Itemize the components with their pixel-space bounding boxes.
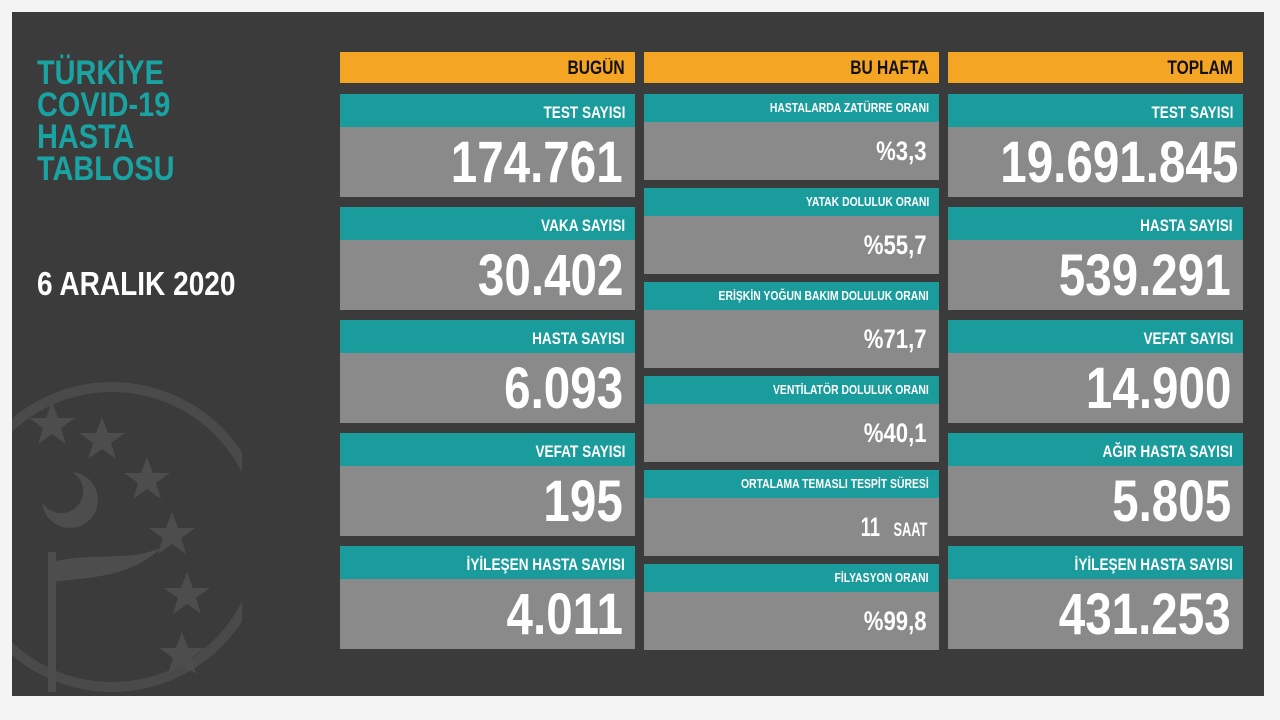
cell-value: 539.291 — [948, 240, 1243, 310]
total-severe-cell: AĞIR HASTA SAYISI 5.805 — [948, 433, 1243, 536]
week-contact-time-cell: ORTALAMA TEMASLI TESPİT SÜRESİ 11 SAAT — [644, 470, 939, 556]
total-header: TOPLAM — [948, 52, 1243, 83]
today-column: BUGÜN TEST SAYISI 174.761 VAKA SAYISI 30… — [340, 52, 635, 662]
total-recovered-cell: İYİLEŞEN HASTA SAYISI 431.253 — [948, 546, 1243, 649]
covid-table-board: TÜRKİYE COVID-19 HASTA TABLOSU 6 ARALIK … — [12, 12, 1264, 696]
today-death-cell: VEFAT SAYISI 195 — [340, 433, 635, 536]
cell-label: İYİLEŞEN HASTA SAYISI — [948, 546, 1243, 579]
cell-label: ERİŞKİN YOĞUN BAKIM DOLULUK ORANI — [644, 282, 939, 310]
total-column: TOPLAM TEST SAYISI 19.691.845 HASTA SAYI… — [948, 52, 1243, 662]
cell-label: ORTALAMA TEMASLI TESPİT SÜRESİ — [644, 470, 939, 498]
week-bed-cell: YATAK DOLULUK ORANI %55,7 — [644, 188, 939, 274]
report-date: 6 ARALIK 2020 — [37, 265, 236, 302]
week-icu-cell: ERİŞKİN YOĞUN BAKIM DOLULUK ORANI %71,7 — [644, 282, 939, 368]
cell-value: %3,3 — [644, 122, 939, 180]
cell-value: 195 — [340, 466, 635, 536]
total-death-cell: VEFAT SAYISI 14.900 — [948, 320, 1243, 423]
cell-value: 4.011 — [340, 579, 635, 649]
title-line: TÜRKİYE — [37, 54, 164, 92]
ministry-emblem-icon — [12, 382, 242, 692]
cell-value: %40,1 — [644, 404, 939, 462]
cell-label: VAKA SAYISI — [340, 207, 635, 240]
cell-label: HASTALARDA ZATÜRRE ORANI — [644, 94, 939, 122]
cell-label: VEFAT SAYISI — [340, 433, 635, 466]
cell-value: 14.900 — [948, 353, 1243, 423]
week-ventilator-cell: VENTİLATÖR DOLULUK ORANI %40,1 — [644, 376, 939, 462]
cell-label: VEFAT SAYISI — [948, 320, 1243, 353]
cell-value: %71,7 — [644, 310, 939, 368]
total-patient-cell: HASTA SAYISI 539.291 — [948, 207, 1243, 310]
today-header: BUGÜN — [340, 52, 635, 83]
cell-label: TEST SAYISI — [948, 94, 1243, 127]
today-case-cell: VAKA SAYISI 30.402 — [340, 207, 635, 310]
cell-value: 431.253 — [948, 579, 1243, 649]
title-line: COVID-19 — [37, 86, 171, 124]
total-test-cell: TEST SAYISI 19.691.845 — [948, 94, 1243, 197]
today-recovered-cell: İYİLEŞEN HASTA SAYISI 4.011 — [340, 546, 635, 649]
cell-label: HASTA SAYISI — [948, 207, 1243, 240]
cell-label: VENTİLATÖR DOLULUK ORANI — [644, 376, 939, 404]
cell-label: FİLYASYON ORANI — [644, 564, 939, 592]
cell-value: 30.402 — [340, 240, 635, 310]
cell-value: 174.761 — [340, 127, 635, 197]
cell-label: AĞIR HASTA SAYISI — [948, 433, 1243, 466]
cell-label: İYİLEŞEN HASTA SAYISI — [340, 546, 635, 579]
cell-value: 5.805 — [948, 466, 1243, 536]
week-pneumonia-cell: HASTALARDA ZATÜRRE ORANI %3,3 — [644, 94, 939, 180]
cell-label: HASTA SAYISI — [340, 320, 635, 353]
cell-value: %55,7 — [644, 216, 939, 274]
unit-label: SAAT — [893, 520, 927, 541]
page-title: TÜRKİYE COVID-19 HASTA TABLOSU — [37, 54, 175, 188]
cell-label: YATAK DOLULUK ORANI — [644, 188, 939, 216]
title-line: TABLOSU — [37, 150, 175, 188]
today-patient-cell: HASTA SAYISI 6.093 — [340, 320, 635, 423]
cell-label: TEST SAYISI — [340, 94, 635, 127]
cell-value: %99,8 — [644, 592, 939, 650]
cell-value: 6.093 — [340, 353, 635, 423]
week-header: BU HAFTA — [644, 52, 939, 83]
week-filiation-cell: FİLYASYON ORANI %99,8 — [644, 564, 939, 650]
week-column: BU HAFTA HASTALARDA ZATÜRRE ORANI %3,3 Y… — [644, 52, 939, 662]
cell-value: 11 SAAT — [644, 498, 939, 556]
today-test-cell: TEST SAYISI 174.761 — [340, 94, 635, 197]
title-line: HASTA — [37, 118, 135, 156]
cell-value: 19.691.845 — [948, 127, 1243, 197]
